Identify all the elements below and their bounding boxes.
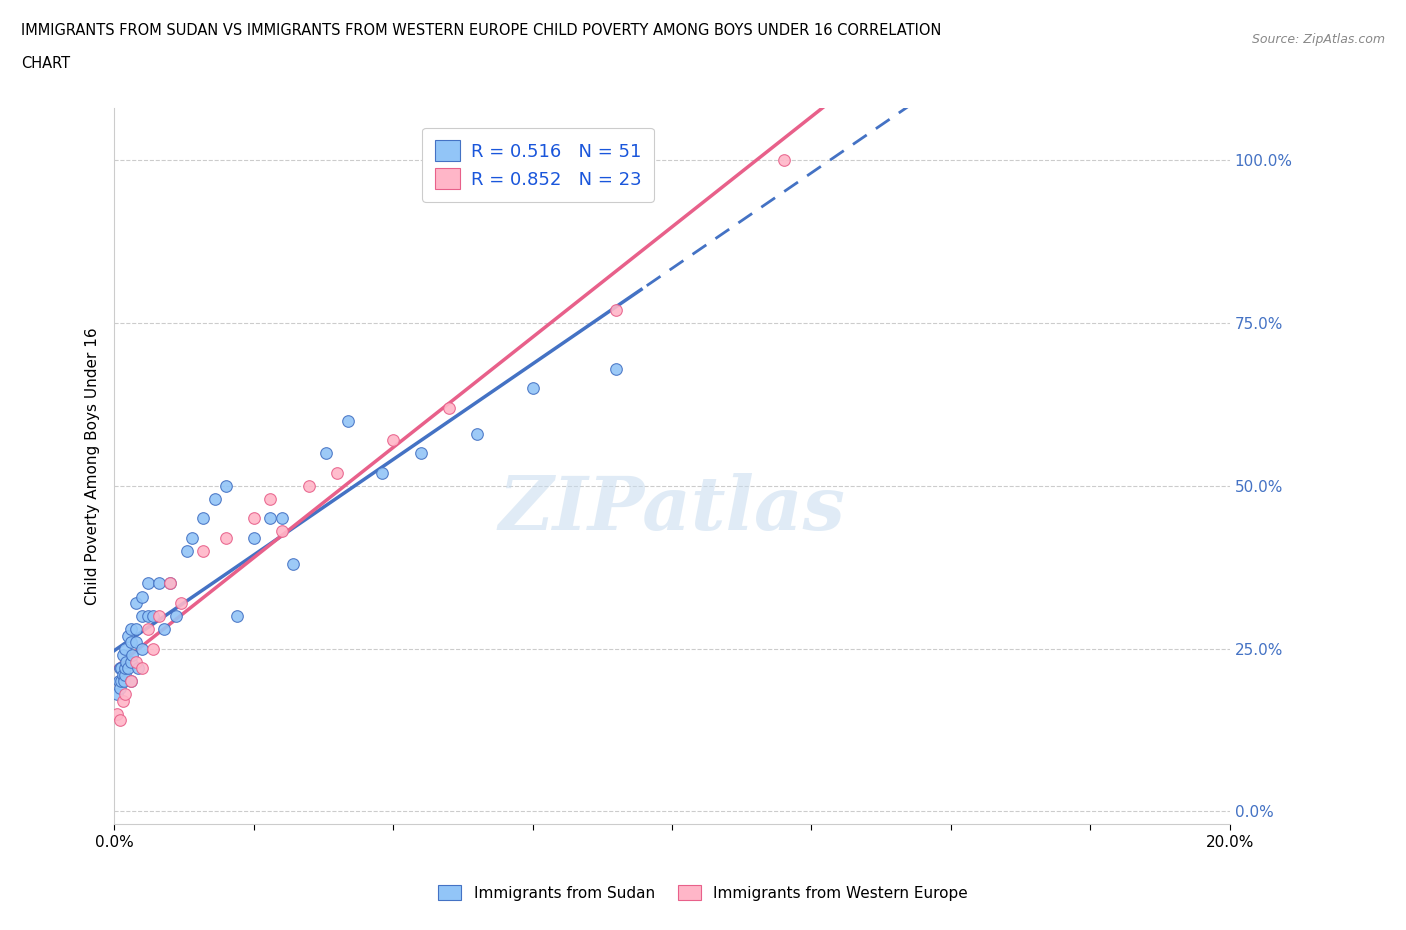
Point [437,400,460,415]
Point [259,511,281,525]
Point [170,595,193,610]
Point [125,621,148,636]
Point [105,686,128,701]
Point [110,673,132,688]
Point [110,660,132,675]
Point [242,530,264,545]
Point [215,530,238,545]
Point [193,543,215,558]
Point [108,680,131,695]
Y-axis label: Child Poverty Among Boys Under 16: Child Poverty Among Boys Under 16 [86,327,100,605]
Point [114,686,136,701]
Point [605,302,627,317]
Point [326,465,349,480]
Text: CHART: CHART [21,56,70,71]
Point [215,478,238,493]
Point [131,660,153,675]
Point [111,693,134,708]
Point [105,706,128,721]
Point [153,621,176,636]
Point [117,628,139,643]
Point [181,530,204,545]
Point [112,673,135,688]
Point [298,478,321,493]
Point [337,413,360,428]
Point [120,621,142,636]
Point [159,576,181,591]
Point [114,667,136,682]
Point [281,556,304,571]
Point [772,153,794,167]
Legend: Immigrants from Sudan, Immigrants from Western Europe: Immigrants from Sudan, Immigrants from W… [430,877,976,909]
Point [136,621,159,636]
Point [136,608,159,623]
Point [193,511,215,525]
Point [605,361,627,376]
Legend: R = 0.516   N = 51, R = 0.852   N = 23: R = 0.516 N = 51, R = 0.852 N = 23 [422,127,654,202]
Point [108,712,131,727]
Point [148,608,170,623]
Point [522,380,544,395]
Point [107,673,129,688]
Point [136,576,159,591]
Point [159,576,181,591]
Point [270,511,292,525]
Point [142,608,165,623]
Point [114,641,136,656]
Point [120,654,142,669]
Point [120,634,142,649]
Point [131,641,153,656]
Point [371,465,394,480]
Point [165,608,187,623]
Point [125,595,148,610]
Point [382,432,405,447]
Point [111,647,134,662]
Point [242,511,264,525]
Point [259,491,281,506]
Point [121,647,143,662]
Point [120,673,142,688]
Text: IMMIGRANTS FROM SUDAN VS IMMIGRANTS FROM WESTERN EUROPE CHILD POVERTY AMONG BOYS: IMMIGRANTS FROM SUDAN VS IMMIGRANTS FROM… [21,23,942,38]
Point [465,426,488,441]
Text: ZIPatlas: ZIPatlas [499,473,845,546]
Point [131,589,153,604]
Point [117,660,139,675]
Point [409,445,432,460]
Point [115,654,138,669]
Point [125,634,148,649]
Point [204,491,226,506]
Point [315,445,337,460]
Text: Source: ZipAtlas.com: Source: ZipAtlas.com [1251,33,1385,46]
Point [225,608,247,623]
Point [131,608,153,623]
Point [270,524,292,538]
Point [176,543,198,558]
Point [108,660,131,675]
Point [148,576,170,591]
Point [114,660,136,675]
Point [120,673,142,688]
Point [142,641,165,656]
Point [125,654,148,669]
Point [111,667,134,682]
Point [127,660,149,675]
